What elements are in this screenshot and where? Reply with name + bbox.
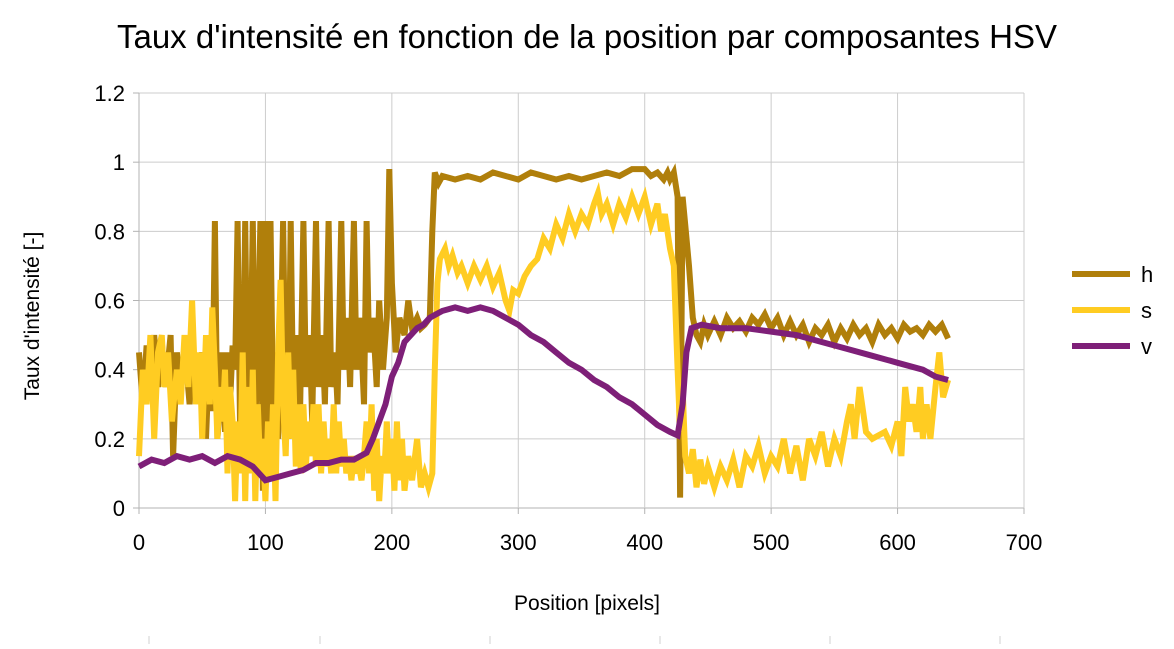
y-tick-label: 0 <box>113 496 125 521</box>
tick-label-layer: 0 0.2 0.4 0.6 0.8 1 1.2 0 100 200 300 400 500 600 700 <box>94 81 1042 555</box>
series-layer <box>136 163 951 502</box>
x-tick-label: 300 <box>500 530 537 555</box>
x-tick-label: 500 <box>753 530 790 555</box>
y-axis-label: Taux d'intensité [-] <box>21 232 44 401</box>
y-tick-label: 0.4 <box>94 358 125 383</box>
legend-label-v: v <box>1141 334 1152 359</box>
legend-label-s: s <box>1141 298 1152 323</box>
y-tick-label: 1.2 <box>94 81 125 106</box>
y-tick-label: 0.2 <box>94 427 125 452</box>
chart-title: Taux d'intensité en fonction de la posit… <box>117 18 1057 55</box>
series-line-v <box>137 304 949 484</box>
x-axis-label: Position [pixels] <box>514 592 660 615</box>
y-tick-label: 0.6 <box>94 289 125 314</box>
bottom-marks <box>148 636 1001 644</box>
x-tick-label: 600 <box>879 530 916 555</box>
y-tick-label: 1 <box>113 150 125 175</box>
x-tick-label: 200 <box>373 530 410 555</box>
x-tick-label: 0 <box>133 530 145 555</box>
legend-label-h: h <box>1141 262 1153 287</box>
x-tick-label: 700 <box>1006 530 1043 555</box>
x-tick-label: 100 <box>247 530 284 555</box>
legend: hsv <box>1072 262 1153 359</box>
series-line-s <box>136 181 951 502</box>
x-tick-label: 400 <box>626 530 663 555</box>
y-tick-label: 0.8 <box>94 219 125 244</box>
series-line-h <box>136 163 951 498</box>
axis-layer <box>133 92 1025 514</box>
